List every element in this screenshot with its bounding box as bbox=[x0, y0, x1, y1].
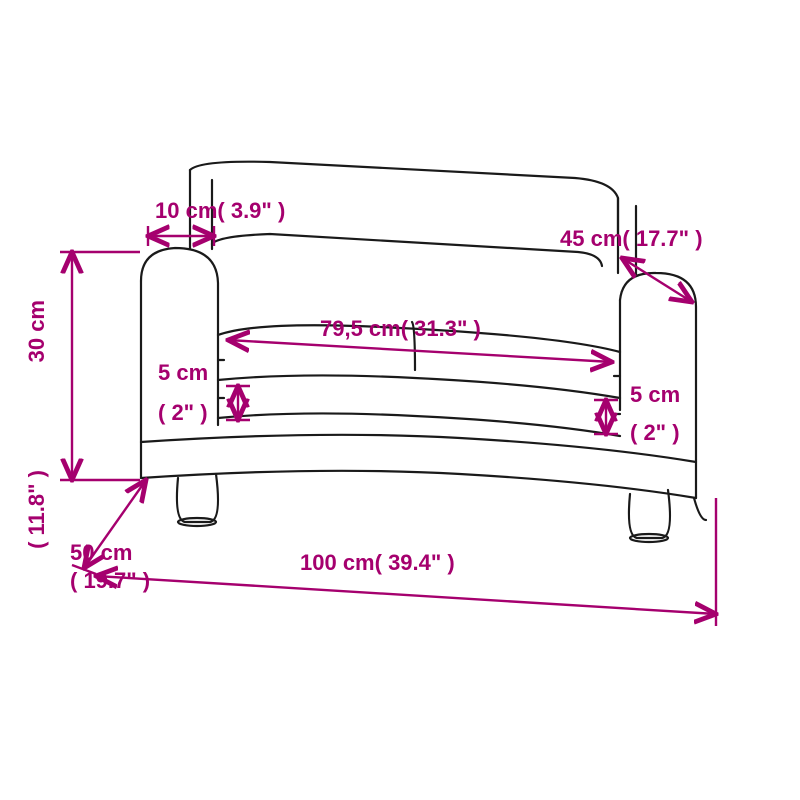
label-cushL-cm: 5 cm bbox=[158, 360, 208, 385]
label-width-cm: 100 cm bbox=[300, 550, 375, 575]
label-depth-in: ( 19.7" ) bbox=[70, 568, 150, 593]
svg-text:100 cm( 39.4" ): 100 cm( 39.4" ) bbox=[300, 550, 455, 575]
svg-text:45 cm( 17.7" ): 45 cm( 17.7" ) bbox=[560, 226, 703, 251]
svg-text:79,5 cm( 31.3" ): 79,5 cm( 31.3" ) bbox=[320, 316, 481, 341]
label-depth-cm: 50 cm bbox=[70, 540, 132, 565]
svg-text:( 2" ): ( 2" ) bbox=[630, 420, 680, 445]
label-seatw-in: ( 31.3" ) bbox=[401, 316, 481, 341]
dimension-diagram: 30 cm ( 11.8" ) 50 cm ( 19.7" ) 100 cm( … bbox=[0, 0, 800, 800]
svg-text:( 19.7" ): ( 19.7" ) bbox=[70, 568, 150, 593]
svg-text:( 2" ): ( 2" ) bbox=[158, 400, 208, 425]
label-arm-in: ( 3.9" ) bbox=[217, 198, 285, 223]
label-total-height-in: ( 11.8" ) bbox=[24, 470, 49, 549]
svg-text:5 cm: 5 cm bbox=[630, 382, 680, 407]
label-cushL-in: ( 2" ) bbox=[158, 400, 208, 425]
label-arm-cm: 10 cm bbox=[155, 198, 217, 223]
label-cushR-in: ( 2" ) bbox=[630, 420, 680, 445]
label-total-height-cm: 30 cm bbox=[24, 300, 49, 362]
label-seatw-cm: 79,5 cm bbox=[320, 316, 401, 341]
svg-text:5 cm: 5 cm bbox=[158, 360, 208, 385]
label-cushR-cm: 5 cm bbox=[630, 382, 680, 407]
label-width-in: ( 39.4" ) bbox=[375, 550, 455, 575]
svg-text:50 cm: 50 cm bbox=[70, 540, 132, 565]
svg-text:10 cm( 3.9" ): 10 cm( 3.9" ) bbox=[155, 198, 285, 223]
label-seatd-cm: 45 cm bbox=[560, 226, 622, 251]
label-seatd-in: ( 17.7" ) bbox=[622, 226, 702, 251]
